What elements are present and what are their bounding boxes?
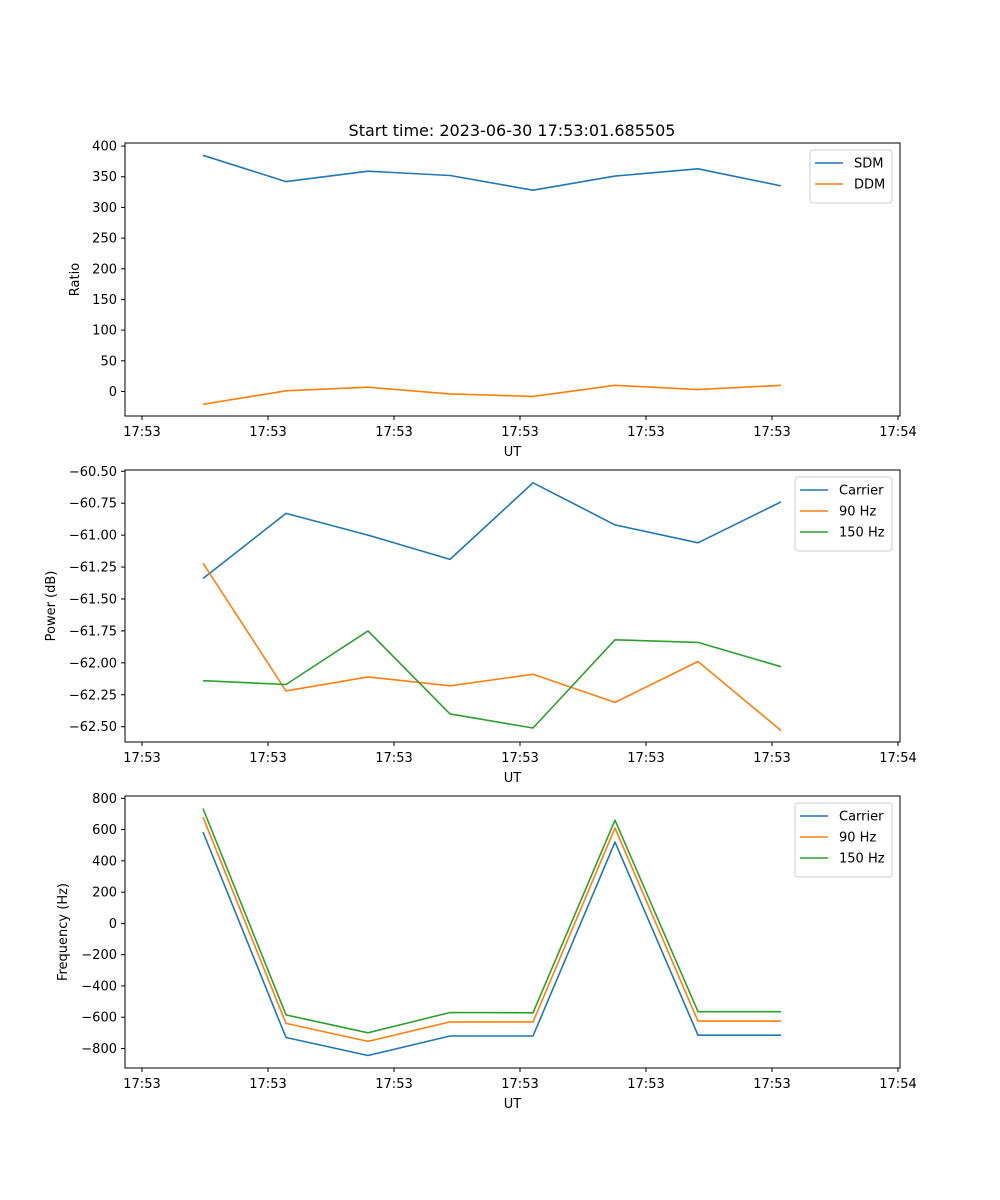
subplot-2: −62.50 −62.25 −62.00 −61.75 −61.50 −61.25 −61.… — [44, 465, 917, 786]
x-tick-label: 17:53 — [753, 751, 790, 766]
x-tick-label: 17:54 — [879, 1077, 916, 1092]
legend: SDM DDM — [809, 149, 893, 204]
y-tick-label: 50 — [100, 354, 117, 369]
y-tick-label: −62.25 — [69, 688, 117, 703]
y-tick-label: −60.75 — [69, 497, 117, 512]
y-axis-label: Ratio — [68, 263, 83, 296]
y-tick-label: −62.50 — [69, 720, 117, 735]
series-line-ddm — [202, 384, 782, 406]
x-tick-label: 17:53 — [501, 751, 538, 766]
series-line-90-hz — [202, 562, 782, 732]
figure-title: Start time: 2023-06-30 17:53:01.685505 — [349, 121, 676, 140]
subplot-1: 0 50 100 150 200 250 300 350 400 17:53 17:53 17:53 1… — [68, 140, 917, 460]
y-tick-label: −61.50 — [69, 592, 117, 607]
y-tick-label: 0 — [109, 385, 117, 400]
x-tick-label: 17:53 — [375, 425, 412, 440]
legend: Carrier 90 Hz 150 Hz — [794, 476, 893, 552]
x-tick-label: 17:53 — [249, 751, 286, 766]
x-tick-label: 17:53 — [627, 751, 664, 766]
y-tick-label: 250 — [92, 232, 117, 247]
x-tick-label: 17:53 — [123, 425, 160, 440]
x-tick-label: 17:53 — [753, 425, 790, 440]
y-tick-label: 150 — [92, 293, 117, 308]
legend-label: SDM — [854, 157, 883, 172]
series-line-carrier — [202, 481, 782, 580]
x-axis-label: UT — [504, 445, 522, 460]
y-tick-label: −60.50 — [69, 465, 117, 480]
series-line-sdm — [202, 154, 782, 191]
x-tick-label: 17:54 — [879, 751, 916, 766]
y-tick-label: −61.00 — [69, 529, 117, 544]
y-tick-label: 0 — [109, 917, 117, 932]
legend: Carrier 90 Hz 150 Hz — [794, 802, 893, 878]
y-tick-label: 600 — [92, 823, 117, 838]
y-axis-label: Frequency (Hz) — [56, 883, 71, 981]
legend-label: 150 Hz — [839, 852, 885, 867]
x-tick-label: 17:53 — [249, 425, 286, 440]
y-axis-label: Power (dB) — [44, 571, 59, 642]
axes-frame — [124, 469, 901, 743]
x-axis-label: UT — [504, 771, 522, 786]
x-tick-label: 17:53 — [375, 751, 412, 766]
x-axis-label: UT — [504, 1097, 522, 1112]
y-tick-label: −400 — [81, 979, 117, 994]
x-tick-label: 17:53 — [627, 425, 664, 440]
y-tick-label: −61.25 — [69, 561, 117, 576]
legend-label: DDM — [854, 178, 885, 193]
y-tick-label: 800 — [92, 792, 117, 807]
y-tick-label: −600 — [81, 1011, 117, 1026]
series-line-150-hz — [202, 808, 781, 1034]
series-line-90-hz — [202, 816, 781, 1043]
y-tick-label: −61.75 — [69, 624, 117, 639]
x-tick-label: 17:53 — [753, 1077, 790, 1092]
x-tick-label: 17:54 — [879, 425, 916, 440]
series-line-150-hz — [202, 630, 782, 729]
legend-label: Carrier — [839, 484, 884, 499]
legend-label: Carrier — [839, 810, 884, 825]
x-tick-label: 17:53 — [375, 1077, 412, 1092]
axes-frame — [124, 795, 901, 1069]
y-tick-label: 100 — [92, 324, 117, 339]
x-tick-label: 17:53 — [123, 751, 160, 766]
legend-label: 90 Hz — [839, 831, 876, 846]
x-tick-label: 17:53 — [501, 1077, 538, 1092]
y-tick-label: 400 — [92, 140, 117, 155]
axes-frame — [124, 142, 901, 417]
x-tick-label: 17:53 — [123, 1077, 160, 1092]
legend-label: 150 Hz — [839, 526, 885, 541]
y-tick-label: −62.00 — [69, 656, 117, 671]
x-tick-label: 17:53 — [627, 1077, 664, 1092]
y-tick-label: −200 — [81, 948, 117, 963]
y-tick-label: 400 — [92, 854, 117, 869]
x-tick-label: 17:53 — [501, 425, 538, 440]
y-tick-label: 300 — [92, 201, 117, 216]
y-tick-label: 200 — [92, 262, 117, 277]
y-tick-label: 350 — [92, 170, 117, 185]
legend-label: 90 Hz — [839, 505, 876, 520]
series-line-carrier — [202, 831, 781, 1057]
y-tick-label: 200 — [92, 886, 117, 901]
x-tick-label: 17:53 — [249, 1077, 286, 1092]
y-tick-label: −800 — [81, 1042, 117, 1057]
subplot-3: −800 −600 −400 −200 0 200 400 600 800 17:53 17:53 1… — [56, 792, 917, 1112]
